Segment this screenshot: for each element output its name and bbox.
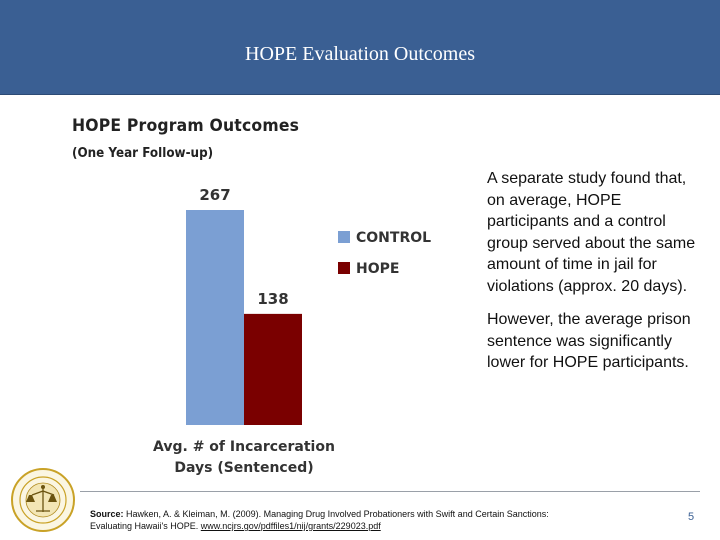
- bars-group: [186, 210, 302, 425]
- side-paragraph-1: A separate study found that, on average,…: [487, 170, 696, 295]
- footer-divider: [80, 491, 700, 492]
- source-label: Source:: [90, 509, 124, 519]
- chart-subtitle: (One Year Follow-up): [72, 146, 214, 161]
- court-seal-icon: [10, 467, 76, 533]
- value-labels-group: 267 138: [199, 186, 288, 308]
- legend-swatch-control: [338, 231, 350, 243]
- legend-label-hope: HOPE: [356, 261, 399, 277]
- value-label-control: 267: [199, 186, 230, 204]
- x-axis-label-line2: Days (Sentenced): [174, 460, 313, 476]
- slide-header: HOPE Evaluation Outcomes: [0, 0, 720, 95]
- bar-control: [186, 210, 244, 425]
- legend: CONTROL HOPE: [338, 230, 431, 277]
- source-citation: Source: Hawken, A. & Kleiman, M. (2009).…: [90, 508, 590, 532]
- x-axis-label-line1: Avg. # of Incarceration: [153, 439, 335, 455]
- value-label-hope: 138: [257, 290, 288, 308]
- side-text: A separate study found that, on average,…: [487, 168, 702, 386]
- source-text: Hawken, A. & Kleiman, M. (2009). Managin…: [90, 509, 549, 531]
- page-number: 5: [688, 511, 695, 523]
- bar-hope: [244, 313, 302, 425]
- side-paragraph-2: However, the average prison sentence was…: [487, 311, 691, 371]
- legend-swatch-hope: [338, 262, 350, 274]
- legend-label-control: CONTROL: [356, 230, 431, 246]
- slide-title: HOPE Evaluation Outcomes: [245, 43, 475, 65]
- chart-title: HOPE Program Outcomes: [72, 116, 300, 136]
- source-link[interactable]: www.ncjrs.gov/pdffiles1/nij/grants/22902…: [200, 521, 381, 531]
